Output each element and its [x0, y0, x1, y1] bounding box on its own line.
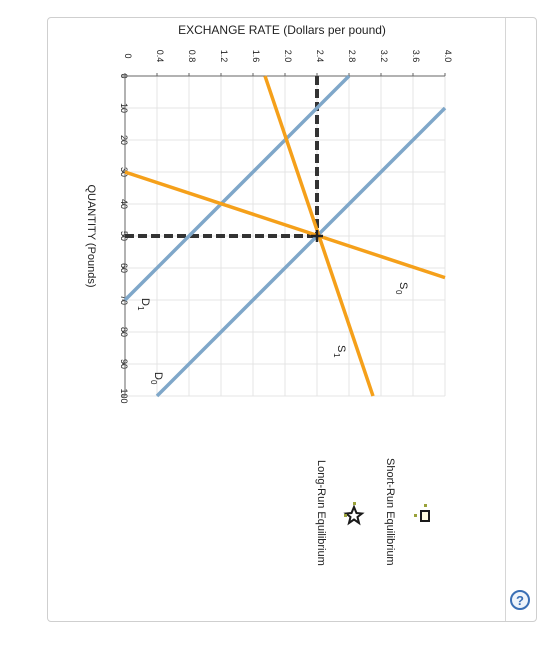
series-label-subscript: 0 — [394, 290, 403, 295]
rate-tick-label: 1.6 — [251, 50, 261, 63]
legend-item-short-run[interactable]: Short-Run Equilibrium — [384, 458, 430, 566]
help-icon: ? — [516, 592, 524, 608]
series-label-subscript: 1 — [332, 353, 341, 358]
rate-tick-label: 2.4 — [315, 50, 325, 63]
dashed-guides — [125, 76, 319, 238]
series-label-letter: D — [152, 372, 164, 380]
series-line-s0[interactable] — [124, 170, 446, 280]
rate-tick-label: 2.0 — [283, 50, 293, 63]
series-label-letter: S — [335, 345, 347, 352]
rate-tick-label: 0 — [123, 53, 133, 58]
series-label-d1: D1 — [136, 298, 151, 311]
rate-tick-label: 4.0 — [443, 50, 453, 63]
rate-tick-label: 3.6 — [411, 50, 421, 63]
equilibrium-marker[interactable] — [311, 230, 323, 242]
rate-tick-label: 1.2 — [219, 50, 229, 63]
help-button[interactable]: ? — [510, 590, 530, 610]
legend-label-long-run: Long-Run Equilibrium — [315, 460, 327, 566]
series-line-d0[interactable] — [155, 106, 447, 398]
series-label-s0: S0 — [394, 282, 409, 295]
rate-tick-label: 3.2 — [379, 50, 389, 63]
x-axis-label: QUANTITY (Pounds) — [85, 184, 97, 287]
series-label-subscript: 1 — [136, 306, 145, 311]
legend-item-long-run[interactable]: Long-Run Equilibrium — [315, 460, 365, 566]
series-label-d0: D0 — [149, 372, 164, 385]
square-marker-icon — [414, 504, 430, 522]
legend: Short-Run Equilibrium Long-Run Equilibri… — [315, 458, 430, 566]
series-label-letter: D — [139, 298, 151, 306]
series-label-subscript: 0 — [149, 380, 158, 385]
graph-panel — [47, 17, 537, 622]
star-marker-icon — [343, 502, 365, 526]
series-line-d1[interactable] — [123, 74, 351, 302]
series-label-s1: S1 — [332, 345, 347, 358]
legend-label-short-run: Short-Run Equilibrium — [384, 458, 396, 566]
y-axis-label: EXCHANGE RATE (Dollars per pound) — [178, 23, 386, 37]
rate-tick-label: 2.8 — [347, 50, 357, 63]
panel-divider — [505, 18, 506, 621]
rate-tick-label: 0.8 — [187, 50, 197, 63]
series-label-letter: S — [397, 282, 409, 289]
rate-tick-label: 0.4 — [155, 50, 165, 63]
